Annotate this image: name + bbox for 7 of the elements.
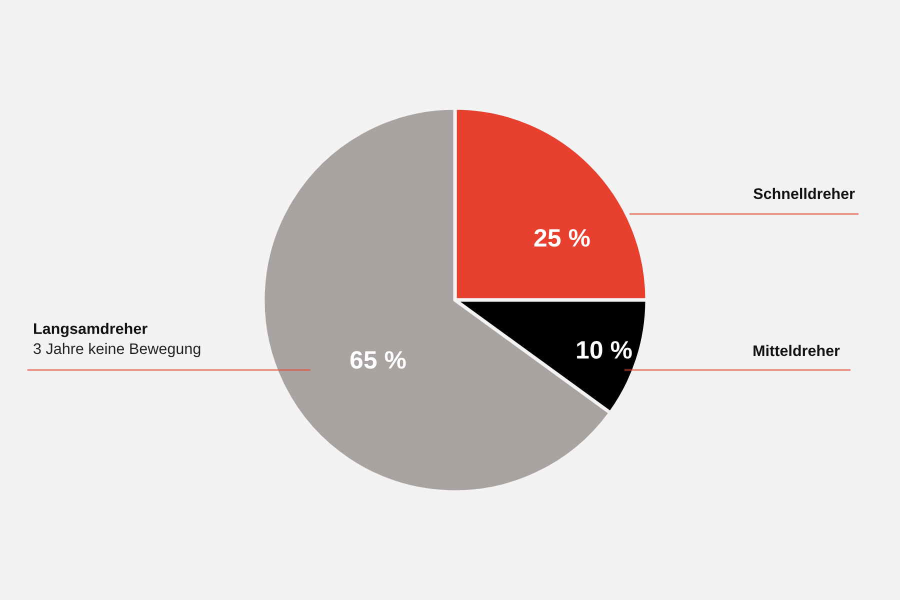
- data-label: 25 %: [534, 229, 590, 247]
- data-label: 10 %: [577, 341, 632, 359]
- slice-label: Langsamdreher: [34, 322, 148, 338]
- text: 3 Jahre keine Bewegung: [34, 342, 200, 358]
- data-label: 65 %: [350, 351, 406, 369]
- slice-label: Schnelldreher: [754, 188, 855, 200]
- slice-label: Mitteldreher: [754, 344, 840, 356]
